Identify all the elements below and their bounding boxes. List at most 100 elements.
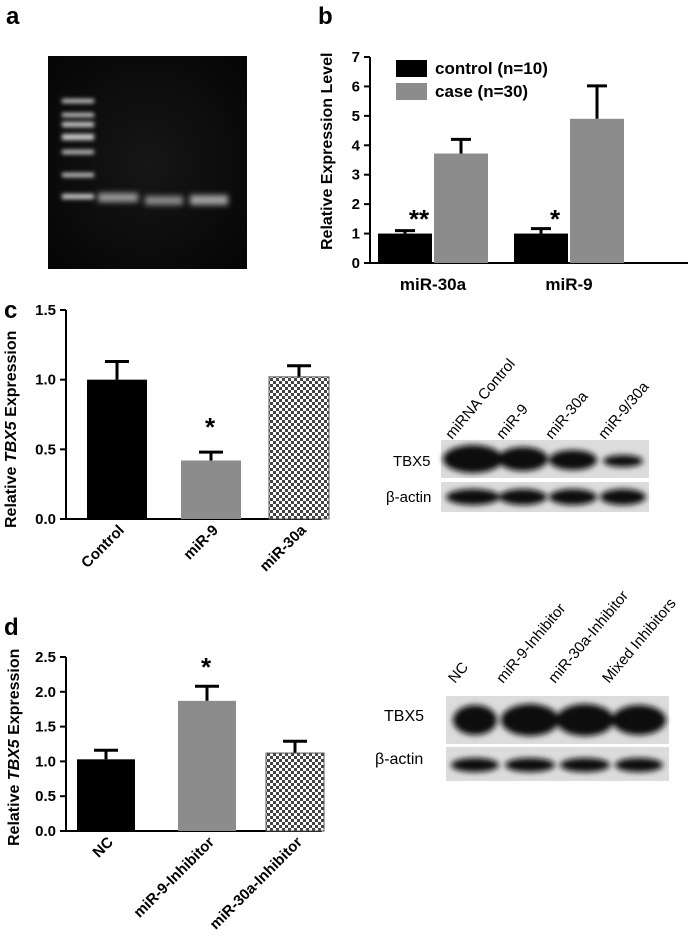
blot-d-lane-0: NC bbox=[445, 659, 472, 687]
chart-c-category-1: miR-9 bbox=[180, 522, 221, 563]
chart-c: Relative TBX5 Expression 0.0 0.5 1.0 1.5 Co… bbox=[3, 302, 330, 575]
blot-c-row-tbx5: TBX5 bbox=[393, 453, 431, 470]
blot-d-row-tbx5: TBX5 bbox=[384, 708, 424, 725]
chart-b-ytick-label-3: 3 bbox=[352, 167, 360, 184]
chart-c-ytick-label-0: 0.0 bbox=[35, 511, 56, 528]
chart-b-ytick-label-4: 4 bbox=[352, 137, 361, 154]
chart-b-bar-1-1 bbox=[570, 118, 624, 263]
gel-bp-750: 750 bbox=[9, 129, 33, 145]
ladder-band-2000 bbox=[62, 99, 94, 103]
ladder-band-250 bbox=[62, 173, 94, 177]
chart-b-ytick-label-6: 6 bbox=[352, 78, 360, 95]
chart-d-bars bbox=[77, 684, 325, 832]
chart-c-ylabel: Relative TBX5 Expression bbox=[3, 331, 20, 528]
chart-b-ytick-label-2: 2 bbox=[352, 196, 360, 213]
chart-b-bar-1-0 bbox=[514, 233, 568, 263]
panel-a-label: a bbox=[6, 3, 20, 30]
chart-b-bars bbox=[378, 84, 624, 263]
chart-b-ytick-label-1: 1 bbox=[352, 226, 360, 243]
blot-d-actin-band-3 bbox=[615, 758, 663, 772]
chart-b-significance-mir30a: ** bbox=[409, 204, 430, 234]
gel-bp-250: 250 bbox=[9, 167, 33, 183]
gel-bp-500: 500 bbox=[9, 144, 33, 160]
blot-d: NC miR-9-Inhibitor miR-30a-Inhibitor Mix… bbox=[375, 588, 680, 781]
legend-label-control: control (n=10) bbox=[435, 59, 548, 78]
chart-d-category-1: miR-9-Inhibitor bbox=[130, 834, 218, 922]
blot-c-actin-band-2 bbox=[549, 489, 597, 505]
gel-band-mir30a bbox=[190, 195, 228, 205]
blot-d-tbx5-band-2 bbox=[556, 704, 614, 736]
blot-d-row-actin: β-actin bbox=[375, 751, 423, 768]
chart-d-ytick-label-0: 0.0 bbox=[35, 823, 56, 840]
blot-d-tbx5-band-3 bbox=[612, 705, 666, 735]
chart-b-bar-0-0 bbox=[378, 233, 432, 263]
gel-band-mir9 bbox=[145, 196, 183, 205]
chart-c-bar-2 bbox=[268, 376, 330, 520]
blot-c-actin-band-3 bbox=[600, 489, 646, 505]
chart-b-yaxis-ticks: 0 1 2 3 4 5 6 7 bbox=[352, 49, 370, 272]
blot-c-tbx5-band-2 bbox=[549, 450, 597, 470]
gel-panel: DL2,000 U6 miR-9 miR-30a bp 2000 1000 75… bbox=[5, 0, 247, 269]
legend-label-case: case (n=30) bbox=[435, 82, 528, 101]
blot-c-tbx5-band-0 bbox=[443, 445, 503, 473]
chart-b-category-0: miR-30a bbox=[400, 275, 467, 294]
chart-b-ytick-label-0: 0 bbox=[352, 255, 360, 272]
gel-band-u6 bbox=[98, 193, 138, 202]
blot-d-actin-band-2 bbox=[560, 758, 610, 772]
blot-d-actin-band-1 bbox=[505, 758, 555, 772]
chart-d-significance: * bbox=[201, 652, 212, 682]
blot-c-lane-3: miR-9/30a bbox=[595, 378, 653, 442]
gel-lane-u6: U6 bbox=[106, 29, 131, 54]
chart-d-bar-2 bbox=[265, 752, 325, 832]
gel-bp-1000: 1000 bbox=[5, 115, 36, 131]
blot-c-lane-1: miR-9 bbox=[493, 401, 532, 443]
chart-c-categories: Control miR-9 miR-30a bbox=[78, 521, 310, 575]
ladder-band-100 bbox=[62, 194, 94, 199]
chart-b-bar-0-1 bbox=[434, 153, 488, 263]
chart-c-ylabel-gene: TBX5 bbox=[3, 420, 20, 462]
chart-b-ytick-label-7: 7 bbox=[352, 49, 360, 66]
chart-c-yaxis-ticks: 0.0 0.5 1.0 1.5 bbox=[35, 302, 66, 528]
gel-lane-mir30a: miR-30a bbox=[195, 0, 242, 54]
chart-d-ytick-label-4: 2.0 bbox=[35, 684, 56, 701]
chart-d-category-2: miR-30a-Inhibitor bbox=[207, 834, 306, 933]
chart-c-bar-1 bbox=[181, 460, 241, 519]
chart-b-category-1: miR-9 bbox=[545, 275, 592, 294]
chart-c-ytick-label-3: 1.5 bbox=[35, 302, 56, 319]
chart-d-yaxis-ticks: 0.0 0.5 1.0 1.5 2.0 2.5 bbox=[35, 649, 66, 840]
chart-d-ylabel: Relative TBX5 Expression bbox=[6, 649, 23, 846]
legend-swatch-control bbox=[396, 60, 427, 77]
blot-c-actin-band-0 bbox=[446, 489, 500, 505]
chart-b-significance-mir9: * bbox=[550, 204, 561, 234]
blot-d-tbx5-band-1 bbox=[501, 704, 559, 736]
chart-c-bar-0 bbox=[87, 379, 147, 519]
chart-c-significance: * bbox=[205, 412, 216, 442]
chart-c-category-0: Control bbox=[78, 522, 128, 572]
ladder-band-750 bbox=[62, 134, 94, 140]
chart-d: Relative TBX5 Expression 0.0 0.5 1.0 1.5 2.0… bbox=[6, 649, 325, 933]
panel-c-label: c bbox=[4, 297, 17, 324]
blot-c-row-actin: β-actin bbox=[386, 489, 431, 506]
chart-d-ytick-label-5: 2.5 bbox=[35, 649, 56, 666]
chart-d-bar-0 bbox=[77, 759, 135, 831]
chart-c-ytick-label-2: 1.0 bbox=[35, 372, 56, 389]
chart-d-category-0: NC bbox=[89, 834, 116, 861]
ladder-band-1000a bbox=[62, 113, 94, 117]
chart-d-ytick-label-3: 1.5 bbox=[35, 719, 56, 736]
panel-b-label: b bbox=[318, 3, 333, 30]
chart-d-ytick-label-1: 0.5 bbox=[35, 788, 56, 805]
ladder-band-1000 bbox=[62, 122, 94, 127]
gel-image bbox=[48, 56, 247, 269]
blot-c-actin-band-1 bbox=[499, 489, 547, 505]
chart-b: Relative Expression Level 0 1 2 3 4 5 6 7 miR-3… bbox=[319, 49, 688, 294]
chart-c-category-2: miR-30a bbox=[257, 521, 311, 575]
chart-b-categories: miR-30a miR-9 bbox=[400, 275, 593, 294]
chart-d-ylabel-gene: TBX5 bbox=[6, 738, 23, 780]
gel-lane-mir9: miR-9 bbox=[149, 12, 186, 55]
blot-c-tbx5-band-3 bbox=[603, 455, 643, 467]
gel-sample-bands bbox=[98, 193, 228, 205]
chart-d-bar-1 bbox=[178, 700, 236, 831]
gel-bp-100: 100 bbox=[9, 188, 33, 204]
gel-bp-title: bp bbox=[14, 69, 32, 86]
